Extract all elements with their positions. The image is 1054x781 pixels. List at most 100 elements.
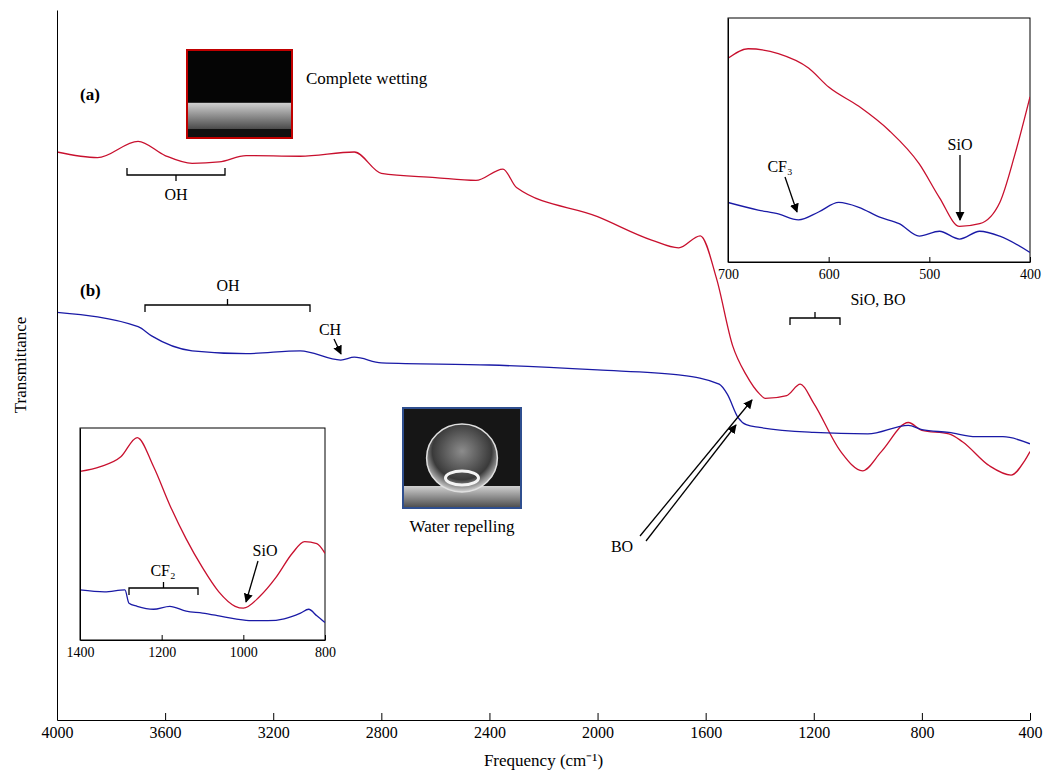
x-tick-mark — [706, 713, 707, 720]
x-tick-label: 800 — [910, 724, 934, 741]
x-tick: 2400 — [474, 713, 506, 741]
annotation: OH — [164, 186, 188, 203]
annotation: BO — [611, 538, 633, 555]
x-axis-title: Frequency (cm⁻¹) — [484, 751, 603, 770]
x-tick-label: 1600 — [690, 724, 722, 741]
series-group — [80, 438, 325, 623]
x-axis: 1400 1200 1000 800 — [67, 635, 337, 660]
x-tick: 2000 — [582, 713, 614, 741]
x-tick: 2800 — [366, 713, 398, 741]
x-tick-label: 2400 — [474, 724, 506, 741]
x-tick: 1200 — [798, 713, 830, 741]
inset-plot: 700600500400 — [718, 18, 1041, 282]
annotation: CF₃ — [767, 158, 792, 175]
x-tick-mark — [381, 713, 382, 720]
arrow — [246, 561, 258, 602]
bracket — [790, 312, 840, 325]
photo-border — [187, 50, 292, 138]
x-axis: 700600500400 — [718, 257, 1041, 282]
y-axis — [80, 429, 81, 641]
annotation: CH — [319, 321, 342, 338]
x-tick-label: 2800 — [366, 724, 398, 741]
series-group — [728, 49, 1030, 253]
spectrum-line — [80, 590, 325, 623]
image-caption: Water repelling — [410, 517, 515, 536]
x-tick-mark — [929, 257, 930, 262]
spectrum-line — [728, 202, 1030, 252]
x-tick-mark — [162, 635, 163, 640]
droplet-highlight — [445, 471, 478, 485]
plot-frame — [728, 18, 1030, 262]
x-tick: 800 — [910, 713, 934, 741]
x-tick-label: 1200 — [148, 645, 176, 660]
x-tick: 400 — [1019, 713, 1043, 741]
chart-container: 4000 3600 3200 2800 2400 2000 1600 1200 800 400 Fr… — [0, 0, 1054, 781]
inset-plot: 1400 1200 1000 800 — [67, 428, 337, 660]
x-tick-mark — [273, 713, 274, 720]
x-tick-label: 400 — [1019, 724, 1043, 741]
annotation: SiO — [253, 542, 278, 559]
x-axis: 4000 3600 3200 2800 2400 2000 1600 1200 800 400 — [42, 713, 1043, 741]
bracket — [127, 168, 225, 181]
bracket — [145, 299, 310, 312]
x-tick-mark — [325, 635, 326, 640]
y-axis — [57, 11, 58, 721]
image-caption: Complete wetting — [306, 69, 428, 88]
annotation: CF₂ — [150, 562, 175, 579]
y-axis-line — [728, 19, 729, 263]
x-tick: 1200 — [148, 635, 176, 660]
x-tick-mark — [1030, 257, 1031, 262]
texts: Frequency (cm⁻¹)Transmittance(a)(b)OHOHC… — [11, 50, 906, 770]
series-label: (b) — [80, 281, 101, 300]
plot-frame — [80, 428, 325, 640]
arrow — [646, 425, 736, 541]
annotation: OH — [216, 277, 240, 294]
x-tick-mark — [814, 713, 815, 720]
x-tick: 600 — [819, 257, 840, 282]
x-tick-mark — [489, 713, 490, 720]
x-tick-label: 500 — [919, 267, 940, 282]
x-tick-mark — [243, 635, 244, 640]
photo — [403, 408, 521, 508]
x-tick-label: 800 — [315, 645, 336, 660]
y-axis-line — [57, 11, 58, 721]
photo-border — [403, 408, 521, 508]
x-tick: 800 — [315, 635, 336, 660]
x-axis-line — [729, 262, 1031, 263]
droplet — [427, 424, 498, 492]
photo-base — [187, 129, 292, 138]
x-tick: 3200 — [258, 713, 290, 741]
arrow — [334, 339, 341, 354]
spectrum-line — [57, 312, 1030, 443]
x-axis-line — [81, 640, 326, 641]
series-label: (a) — [80, 85, 100, 104]
chart-svg: 4000 3600 3200 2800 2400 2000 1600 1200 800 400 Fr… — [0, 0, 1054, 781]
x-tick-label: 3600 — [150, 724, 182, 741]
arrow — [959, 155, 960, 220]
x-tick: 500 — [919, 257, 940, 282]
y-axis — [728, 19, 729, 263]
x-tick-label: 3200 — [258, 724, 290, 741]
x-tick: 1600 — [690, 713, 722, 741]
texts: CF₂ SiO — [129, 542, 277, 602]
photo-background — [403, 408, 521, 508]
arrow — [785, 177, 797, 212]
annotation: SiO, BO — [850, 291, 905, 308]
x-tick-label: 1200 — [798, 724, 830, 741]
x-tick-label: 2000 — [582, 724, 614, 741]
arrow — [640, 400, 752, 536]
annotation: SiO — [948, 136, 973, 153]
x-tick: 400 — [1020, 257, 1041, 282]
spectrum-line — [80, 438, 325, 609]
x-tick-mark — [1030, 713, 1031, 720]
photo — [187, 50, 292, 138]
x-tick-mark — [598, 713, 599, 720]
texts: CF₃ SiO — [767, 136, 972, 220]
photo-surface — [187, 103, 292, 129]
x-tick: 1000 — [230, 635, 258, 660]
x-tick-mark — [165, 713, 166, 720]
x-tick-mark — [829, 257, 830, 262]
x-tick-mark — [922, 713, 923, 720]
x-tick-label: 1400 — [67, 645, 95, 660]
x-tick-label: 4000 — [42, 724, 74, 741]
